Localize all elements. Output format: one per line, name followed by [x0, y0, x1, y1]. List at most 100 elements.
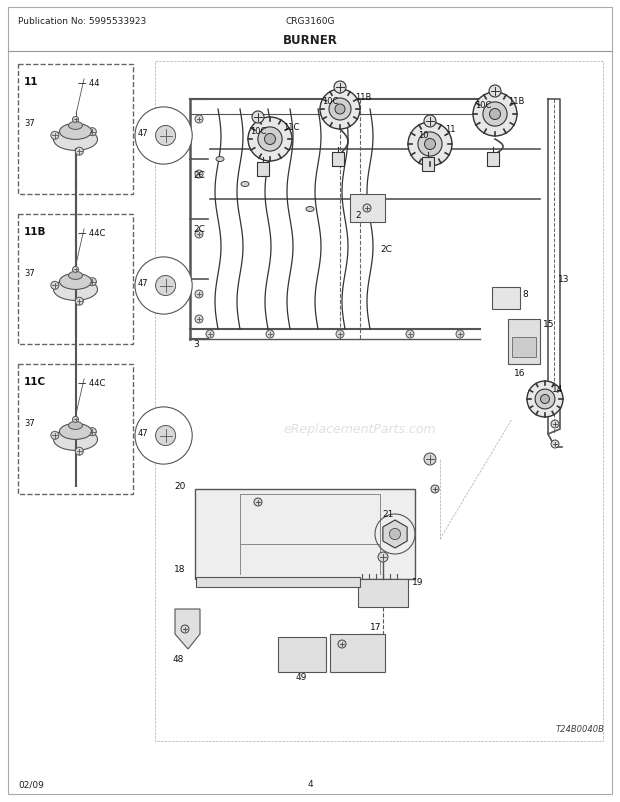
Text: 37: 37 [24, 419, 35, 427]
Polygon shape [383, 520, 407, 549]
Bar [155, 62, 603, 741]
Circle shape [490, 109, 500, 120]
Text: 11C: 11C [283, 123, 299, 132]
Circle shape [51, 282, 59, 290]
Circle shape [424, 115, 436, 128]
Text: 13: 13 [558, 275, 570, 284]
Circle shape [483, 103, 507, 127]
Bar [278, 638, 326, 672]
Circle shape [406, 330, 414, 338]
Circle shape [252, 111, 264, 124]
Circle shape [181, 626, 189, 634]
Text: BURNER: BURNER [283, 34, 337, 47]
Text: 11B: 11B [355, 92, 371, 101]
Text: 16: 16 [514, 369, 526, 378]
Circle shape [195, 115, 203, 124]
Text: 47: 47 [138, 428, 148, 438]
Bar [350, 195, 385, 223]
Bar [18, 215, 133, 345]
Ellipse shape [53, 129, 97, 152]
Circle shape [541, 395, 549, 404]
Circle shape [389, 529, 401, 540]
Text: 11: 11 [24, 77, 38, 87]
Circle shape [206, 330, 214, 338]
Text: 48: 48 [173, 654, 184, 664]
Polygon shape [175, 610, 200, 649]
Text: — 44C: — 44C [78, 379, 105, 387]
Ellipse shape [68, 122, 82, 130]
Circle shape [266, 330, 274, 338]
Bar [332, 153, 344, 167]
Circle shape [527, 382, 563, 418]
Text: 02/09: 02/09 [18, 780, 44, 788]
Text: 10: 10 [418, 131, 428, 140]
Text: 37: 37 [24, 119, 35, 128]
Circle shape [248, 118, 292, 162]
Ellipse shape [60, 274, 92, 290]
Bar [512, 338, 536, 358]
Text: 15: 15 [543, 320, 554, 329]
Circle shape [456, 330, 464, 338]
Circle shape [338, 640, 346, 648]
Text: 49: 49 [296, 673, 308, 682]
Circle shape [73, 267, 79, 273]
Text: eReplacementParts.com: eReplacementParts.com [284, 423, 436, 436]
Circle shape [551, 440, 559, 448]
Text: 10C: 10C [475, 100, 492, 109]
Text: 20: 20 [174, 482, 185, 491]
Ellipse shape [60, 424, 92, 439]
Bar [330, 634, 385, 672]
Circle shape [135, 107, 192, 165]
Text: 2: 2 [355, 210, 361, 219]
Circle shape [425, 140, 435, 150]
Text: Publication No: 5995533923: Publication No: 5995533923 [18, 18, 146, 26]
Circle shape [89, 428, 96, 436]
Text: 18: 18 [174, 565, 185, 573]
Circle shape [334, 82, 346, 94]
Circle shape [473, 93, 517, 137]
Circle shape [156, 426, 175, 446]
Circle shape [329, 99, 351, 121]
Circle shape [75, 448, 83, 456]
Circle shape [135, 257, 192, 314]
Bar [18, 65, 133, 195]
Ellipse shape [306, 207, 314, 213]
Text: T24B0040B: T24B0040B [556, 724, 605, 734]
Text: 17: 17 [370, 622, 381, 632]
Text: 11B: 11B [508, 97, 525, 107]
Text: 11: 11 [445, 125, 456, 134]
Ellipse shape [53, 429, 97, 451]
Circle shape [551, 420, 559, 428]
Circle shape [335, 105, 345, 115]
Polygon shape [195, 489, 415, 579]
Circle shape [75, 298, 83, 306]
Circle shape [73, 117, 79, 124]
Text: 14: 14 [552, 385, 564, 394]
Circle shape [195, 290, 203, 298]
Circle shape [51, 132, 59, 140]
Ellipse shape [60, 124, 92, 140]
Circle shape [156, 127, 175, 146]
Text: 19: 19 [412, 577, 423, 587]
Ellipse shape [68, 422, 82, 430]
Text: 21: 21 [382, 510, 393, 519]
Text: CRG3160G: CRG3160G [285, 18, 335, 26]
Circle shape [135, 407, 192, 464]
Text: 3: 3 [193, 340, 199, 349]
Ellipse shape [241, 182, 249, 187]
Circle shape [156, 276, 175, 296]
Text: — 44: — 44 [78, 79, 99, 88]
Text: 4: 4 [307, 780, 313, 788]
Circle shape [363, 205, 371, 213]
Circle shape [431, 485, 439, 493]
Circle shape [418, 133, 442, 157]
Circle shape [195, 316, 203, 323]
Bar [358, 579, 408, 607]
Circle shape [195, 231, 203, 239]
Circle shape [73, 417, 79, 423]
Circle shape [320, 90, 360, 130]
Text: 37: 37 [24, 269, 35, 277]
Text: 10C: 10C [250, 127, 267, 136]
Ellipse shape [68, 272, 82, 280]
Text: 10C: 10C [322, 96, 339, 105]
